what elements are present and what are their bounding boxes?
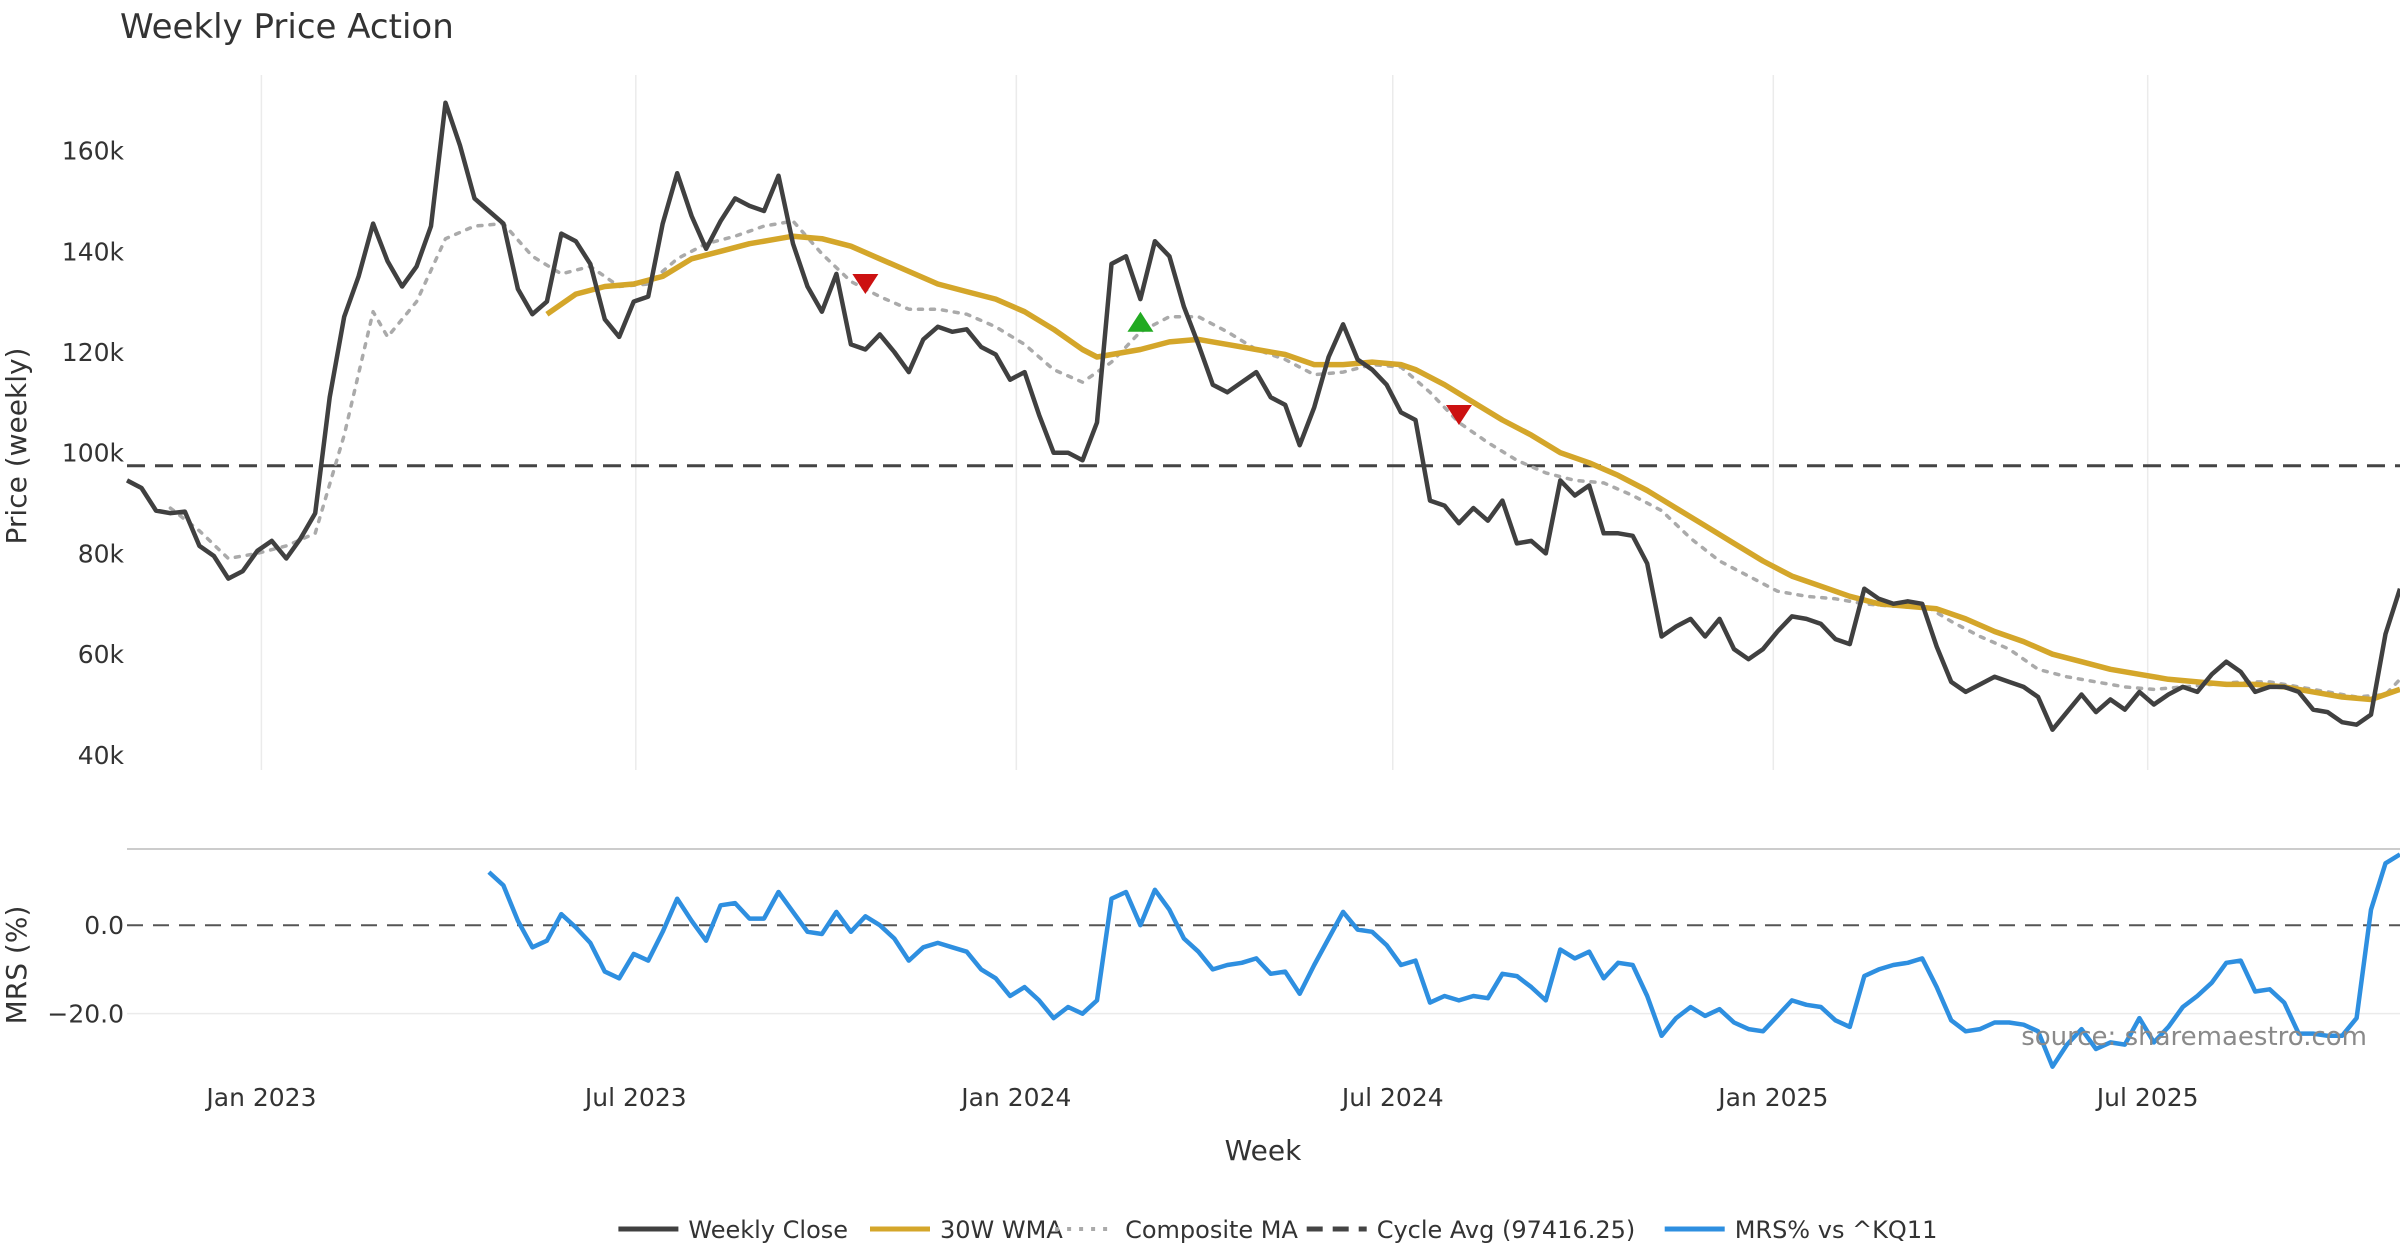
legend-label: MRS% vs ^KQ11 — [1735, 1216, 1938, 1244]
x-tick-label: Jan 2025 — [1716, 1083, 1828, 1112]
source-watermark: source: sharemaestro.com — [2021, 1022, 2367, 1052]
price-gridlines — [260, 75, 2149, 770]
price-y-ticks: 40k 60k 80k 100k 120k 140k 160k — [62, 137, 125, 770]
x-tick-label: Jul 2025 — [2095, 1083, 2199, 1112]
sell-signal-marker — [852, 274, 879, 295]
price-y-tick-label: 160k — [62, 137, 125, 166]
legend-label: Weekly Close — [688, 1216, 848, 1244]
x-tick-label: Jul 2024 — [1340, 1083, 1444, 1112]
legend-label: Composite MA — [1125, 1216, 1298, 1244]
x-tick-label: Jul 2023 — [583, 1083, 687, 1112]
price-y-axis-label: Price (weekly) — [0, 348, 33, 545]
x-tick-label: Jan 2023 — [204, 1083, 316, 1112]
series-weekly-close — [125, 100, 2400, 732]
mrs-y-tick-label: −20.0 — [47, 1000, 124, 1029]
legend-label: 30W WMA — [940, 1216, 1063, 1244]
chart-title: Weekly Price Action — [120, 7, 454, 47]
sell-signal-marker — [1445, 404, 1472, 425]
x-tick-label: Jan 2024 — [959, 1083, 1071, 1112]
price-y-tick-label: 60k — [78, 640, 125, 669]
price-y-tick-label: 140k — [62, 237, 125, 266]
price-y-tick-label: 100k — [62, 439, 125, 468]
x-axis-ticks: Jan 2023 Jul 2023 Jan 2024 Jul 2024 Jan 2025… — [204, 1083, 2198, 1112]
mrs-y-tick-label: 0.0 — [84, 911, 124, 940]
series-mrs — [487, 852, 2400, 1069]
mrs-y-ticks: 0.0 −20.0 — [47, 911, 124, 1028]
mrs-panel: 0.0 −20.0 — [47, 852, 2400, 1069]
price-y-tick-label: 80k — [78, 539, 125, 568]
series-composite-ma — [168, 219, 2400, 699]
price-series — [125, 100, 2400, 732]
x-axis-label: Week — [1225, 1134, 1302, 1167]
mrs-series — [487, 852, 2400, 1069]
signal-markers — [852, 274, 1472, 425]
legend: Weekly Close 30W WMA Composite MA Cycle Avg… — [618, 1216, 1937, 1244]
price-y-tick-label: 120k — [62, 338, 125, 367]
mrs-y-axis-label: MRS (%) — [0, 906, 33, 1025]
price-y-tick-label: 40k — [78, 741, 125, 770]
buy-signal-marker — [1127, 311, 1154, 332]
price-panel: 40k 60k 80k 100k 120k 140k 160k — [62, 75, 2400, 770]
legend-label: Cycle Avg (97416.25) — [1377, 1216, 1636, 1244]
series-30w-wma — [545, 233, 2400, 703]
